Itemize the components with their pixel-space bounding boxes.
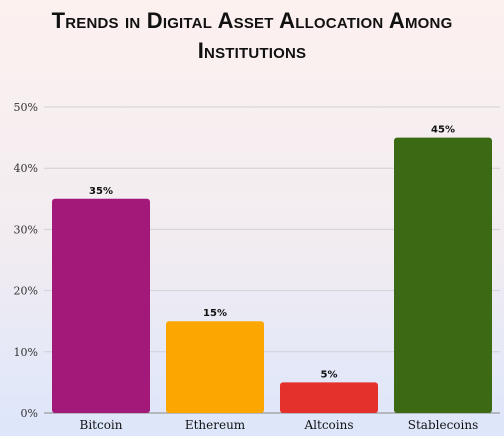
y-tick-label: 40% [14, 162, 38, 175]
chart-title-line-2: Institutions [197, 38, 307, 63]
y-tick-label: 30% [14, 223, 38, 236]
data-label-ethereum: 15% [203, 308, 227, 319]
category-label-bitcoin: Bitcoin [80, 418, 123, 432]
y-tick-label: 0% [21, 407, 38, 420]
bar-stablecoins [394, 137, 492, 413]
data-label-bitcoin: 35% [89, 186, 113, 197]
bar-bitcoin [52, 198, 150, 413]
bar-ethereum [166, 321, 264, 413]
data-label-altcoins: 5% [321, 369, 338, 380]
y-tick-label: 10% [14, 346, 38, 359]
category-label-ethereum: Ethereum [185, 418, 246, 432]
y-tick-label: 20% [14, 285, 38, 298]
category-label-stablecoins: Stablecoins [408, 418, 479, 432]
data-label-stablecoins: 45% [431, 125, 455, 136]
chart-title-line-1: Trends in Digital Asset Allocation Among [51, 8, 453, 33]
bars [52, 137, 492, 413]
bar-altcoins [280, 382, 378, 413]
chart-title: Trends in Digital Asset Allocation Among… [0, 6, 504, 66]
category-label-altcoins: Altcoins [304, 418, 354, 432]
y-tick-label: 50% [14, 101, 38, 114]
labels: 0% 10% 20% 30% 40% 50% 35% Bitcoin 15% Ethereum 5%… [14, 101, 479, 432]
